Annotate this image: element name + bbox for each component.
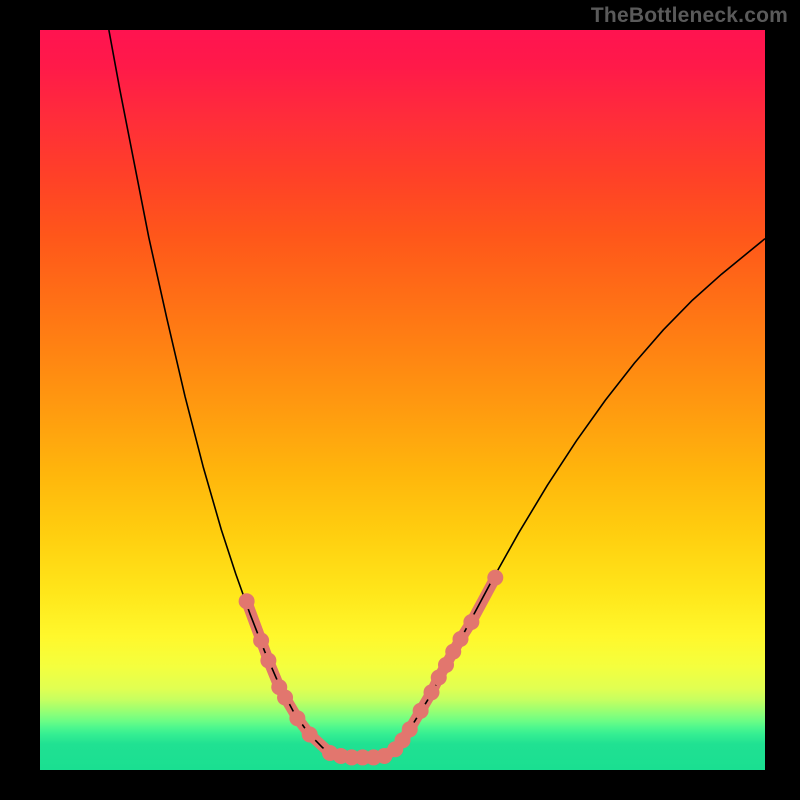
data-point-15 [402, 721, 418, 737]
data-point-4 [277, 689, 293, 705]
data-point-0 [239, 593, 255, 609]
watermark-text: TheBottleneck.com [591, 4, 788, 28]
data-point-1 [253, 633, 269, 649]
chart-container: TheBottleneck.com [0, 0, 800, 800]
data-point-2 [260, 652, 276, 668]
data-point-21 [453, 631, 469, 647]
data-point-17 [424, 684, 440, 700]
data-point-6 [302, 726, 318, 742]
data-point-5 [289, 710, 305, 726]
plot-background [40, 30, 765, 770]
plot-svg [0, 0, 800, 800]
data-point-23 [487, 570, 503, 586]
data-point-22 [463, 614, 479, 630]
data-point-16 [413, 703, 429, 719]
